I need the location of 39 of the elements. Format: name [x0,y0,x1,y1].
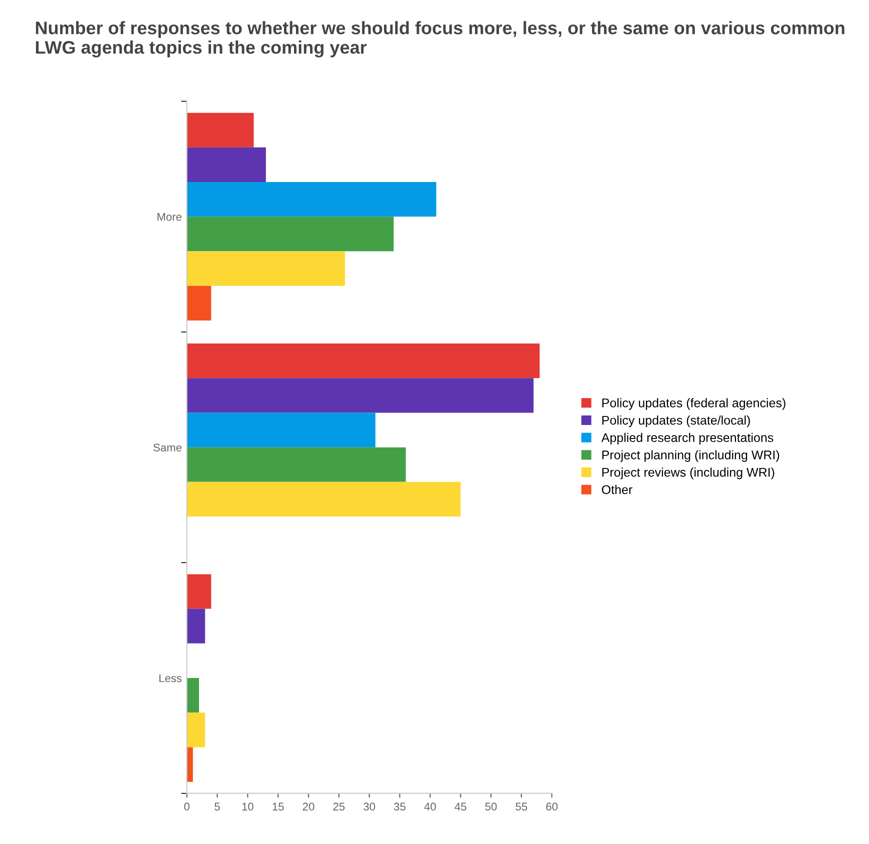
x-tick-label: 20 [302,802,314,811]
bar [186,344,540,378]
x-tick-label: 10 [242,802,254,811]
bar [186,608,206,644]
legend-label: Applied research presentations [601,432,774,445]
x-tick-label: 5 [214,802,220,811]
bar [186,747,193,782]
x-tick-label: 25 [333,802,345,811]
x-tick-label: 55 [516,802,528,811]
y-tick-label: Same [153,444,182,452]
bar [186,286,212,320]
bar [186,251,345,286]
bar [186,216,394,252]
x-tick-label: 45 [454,802,466,811]
bar [186,574,212,609]
bar [186,112,254,148]
x-tick-label: 30 [364,802,376,811]
bar [186,678,199,713]
legend-label: Policy updates (federal agencies) [602,398,786,410]
y-tick-label: More [158,213,182,221]
x-tick-label: 15 [272,802,284,811]
bar [186,482,461,517]
legend-label: Project reviews (including WRI) [602,468,774,480]
x-tick-label: 0 [184,802,190,811]
legend-label: Policy updates (state/local) [602,416,750,428]
x-tick-label: 35 [394,802,406,811]
bar [186,412,376,448]
y-tick-label: Less [159,674,182,682]
bar [186,712,206,748]
x-tick-label: 40 [424,802,436,811]
legend-label: Other [602,484,632,494]
bar [186,447,406,482]
bar [186,182,436,217]
bar [186,147,266,182]
chart-title: Number of responses to whether we should focus more, less, or the same on various common LWG agenda topics in the coming year [36,21,844,58]
bar [186,378,534,413]
x-tick-label: 50 [485,802,497,811]
legend-label: Project planning (including WRI) [602,450,780,462]
x-tick-label: 60 [546,802,558,811]
